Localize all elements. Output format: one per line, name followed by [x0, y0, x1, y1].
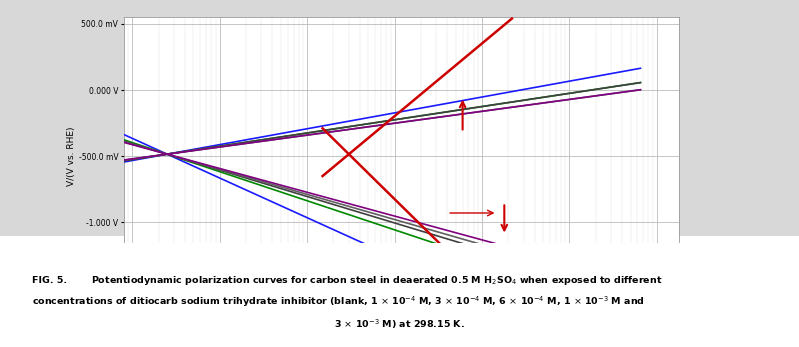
X-axis label: I (A/cm²): I (A/cm²)	[382, 312, 421, 321]
Text: FIG. 5.: FIG. 5.	[32, 276, 67, 285]
Text: concentrations of ditiocarb sodium trihydrate inhibitor (blank, 1 $\times$ 10$^{: concentrations of ditiocarb sodium trihy…	[32, 295, 645, 310]
Text: Potentiodynamic polarization curves for carbon steel in deaerated 0.5 M H$_2$SO$: Potentiodynamic polarization curves for …	[91, 274, 662, 287]
Y-axis label: V/(V vs. RHE): V/(V vs. RHE)	[67, 126, 76, 186]
Text: 3 $\times$ 10$^{-3}$ M) at 298.15 K.: 3 $\times$ 10$^{-3}$ M) at 298.15 K.	[334, 318, 465, 331]
